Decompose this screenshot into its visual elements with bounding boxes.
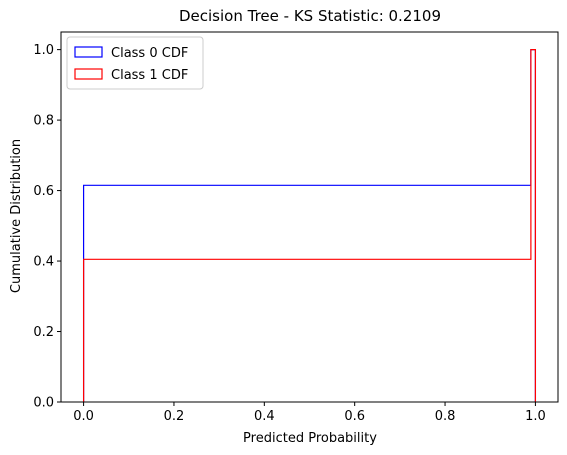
chart-title: Decision Tree - KS Statistic: 0.2109 (179, 7, 441, 25)
y-tick-label: 0.0 (33, 396, 54, 411)
y-tick-label: 0.6 (33, 184, 54, 199)
legend-box (66, 36, 204, 90)
x-tick-label: 0.6 (344, 409, 365, 424)
series-line-class-1 (82, 49, 537, 402)
plot-frame (60, 31, 559, 403)
y-tick-label: 0.4 (33, 255, 54, 270)
y-tick-label: 1.0 (33, 43, 54, 58)
y-tick-label: 0.8 (33, 114, 54, 129)
legend: Class 0 CDF Class 1 CDF (66, 36, 204, 90)
legend-swatch-class-0 (74, 46, 103, 58)
plot-area: 0.0 0.2 0.4 0.6 0.8 1.0 0.0 0.2 0.4 0.6 0.8 1.0 (33, 31, 559, 424)
x-tick-label: 0.2 (164, 409, 185, 424)
x-axis-title: Predicted Probability (243, 431, 377, 446)
legend-label-class-1: Class 1 CDF (111, 68, 188, 83)
series-line-class-0 (82, 49, 537, 402)
legend-label-class-0: Class 0 CDF (111, 46, 188, 61)
legend-swatch-class-1 (74, 68, 103, 80)
x-tick-label: 0.4 (254, 409, 275, 424)
x-tick-label: 0.8 (435, 409, 456, 424)
x-tick-label: 1.0 (525, 409, 546, 424)
y-tick-label: 0.2 (33, 325, 54, 340)
y-axis-title: Cumulative Distribution (9, 139, 24, 293)
x-tick-label: 0.0 (73, 409, 94, 424)
